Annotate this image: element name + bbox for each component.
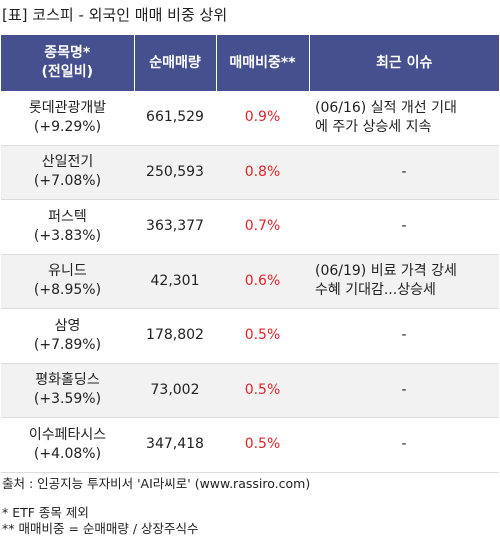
stock-name-cell: 퍼스텍 (+3.83%) (1, 199, 134, 255)
table-row: 평화홀딩스 (+3.59%) 73,002 0.5% - (1, 363, 499, 418)
stock-name-cell: 평화홀딩스 (+3.59%) (1, 363, 134, 418)
net-volume-cell: 178,802 (134, 308, 216, 364)
stock-change: (+7.08%) (33, 173, 102, 190)
table-row: 유니드 (+8.95%) 42,301 0.6% (06/19) 비료 가격 강세 수혜… (1, 254, 499, 309)
table-row: 퍼스텍 (+3.83%) 363,377 0.7% - (1, 199, 499, 255)
table-body: 롯데관광개발 (+9.29%) 661,529 0.9% (06/16) 실적 개선 기… (1, 91, 499, 473)
header-row: 종목명* (전일비) 순매매량 매매비중** 최근 이슈 (1, 35, 499, 91)
recent-issue-text: - (401, 327, 407, 344)
recent-issue-text: (06/16) 실적 개선 기대 에 주가 상승세 지속 (315, 99, 457, 135)
net-volume-cell: 73,002 (134, 363, 216, 418)
recent-issue-cell: (06/19) 비료 가격 강세 수혜 기대감...상승세 (309, 254, 499, 309)
trade-ratio-cell: 0.5% (216, 417, 309, 473)
recent-issue-text: - (401, 218, 407, 235)
stock-name: 롯데관광개발 (28, 99, 107, 116)
table-row: 산일전기 (+7.08%) 250,593 0.8% - (1, 145, 499, 200)
table-row: 이수페타시스 (+4.08%) 347,418 0.5% - (1, 417, 499, 473)
stock-name-cell: 이수페타시스 (+4.08%) (1, 417, 134, 473)
stock-change: (+9.29%) (33, 118, 102, 135)
stock-change: (+3.83%) (33, 227, 102, 244)
header-stock-name: 종목명* (전일비) (1, 35, 135, 91)
net-volume-cell: 363,377 (134, 199, 216, 255)
net-volume-cell: 347,418 (134, 417, 216, 473)
recent-issue-text: (06/19) 비료 가격 강세 수혜 기대감...상승세 (315, 263, 457, 299)
header-net-volume: 순매매량 (133, 35, 217, 91)
stock-change: (+3.59%) (33, 391, 102, 408)
recent-issue-cell: - (309, 417, 499, 473)
stock-change: (+8.95%) (33, 282, 102, 299)
trade-ratio-cell: 0.6% (216, 254, 309, 309)
table-row: 롯데관광개발 (+9.29%) 661,529 0.9% (06/16) 실적 개선 기… (1, 91, 499, 146)
stock-name: 이수페타시스 (28, 426, 107, 443)
recent-issue-cell: - (309, 363, 499, 418)
trade-ratio-cell: 0.9% (216, 91, 309, 146)
recent-issue-text: - (401, 436, 407, 453)
trade-ratio-cell: 0.5% (216, 308, 309, 364)
recent-issue-cell: - (309, 199, 499, 255)
etf-note: * ETF 종목 제외 (2, 505, 89, 520)
stock-name-cell: 유니드 (+8.95%) (1, 254, 134, 309)
table-title: [표] 코스피 - 외국인 매매 비중 상위 (2, 6, 228, 24)
stock-change: (+7.89%) (33, 336, 102, 353)
net-volume-cell: 250,593 (134, 145, 216, 200)
net-volume-cell: 661,529 (134, 91, 216, 146)
trade-ratio-cell: 0.8% (216, 145, 309, 200)
header-recent-issue: 최근 이슈 (308, 35, 499, 91)
ratio-note: ** 매매비중 = 순매매량 / 상장주식수 (2, 521, 199, 536)
source-note: 출처 : 인공지능 투자비서 'AI라씨로' (www.rassiro.com) (2, 476, 311, 491)
stock-name: 유니드 (48, 263, 87, 280)
stock-name: 삼영 (54, 317, 81, 334)
recent-issue-cell: - (309, 145, 499, 200)
net-volume-cell: 42,301 (134, 254, 216, 309)
recent-issue-text: - (401, 163, 407, 180)
recent-issue-text: - (401, 381, 407, 398)
stock-change: (+4.08%) (33, 445, 102, 462)
trade-ratio-cell: 0.7% (216, 199, 309, 255)
table-row: 삼영 (+7.89%) 178,802 0.5% - (1, 308, 499, 364)
stock-name: 산일전기 (41, 154, 94, 171)
header-trade-ratio: 매매비중** (215, 35, 310, 91)
stock-name-cell: 삼영 (+7.89%) (1, 308, 134, 364)
stock-name-cell: 산일전기 (+7.08%) (1, 145, 134, 200)
trade-ratio-cell: 0.5% (216, 363, 309, 418)
foreign-trading-table: 종목명* (전일비) 순매매량 매매비중** 최근 이슈 롯데관광개발 (+9.2… (1, 35, 499, 473)
recent-issue-cell: (06/16) 실적 개선 기대 에 주가 상승세 지속 (309, 91, 499, 146)
recent-issue-cell: - (309, 308, 499, 364)
stock-name: 퍼스텍 (48, 208, 87, 225)
header-stock-name-line2: (전일비) (41, 64, 93, 80)
header-stock-name-line1: 종목명* (44, 45, 91, 61)
stock-name: 평화홀딩스 (35, 372, 100, 389)
stock-name-cell: 롯데관광개발 (+9.29%) (1, 91, 134, 146)
